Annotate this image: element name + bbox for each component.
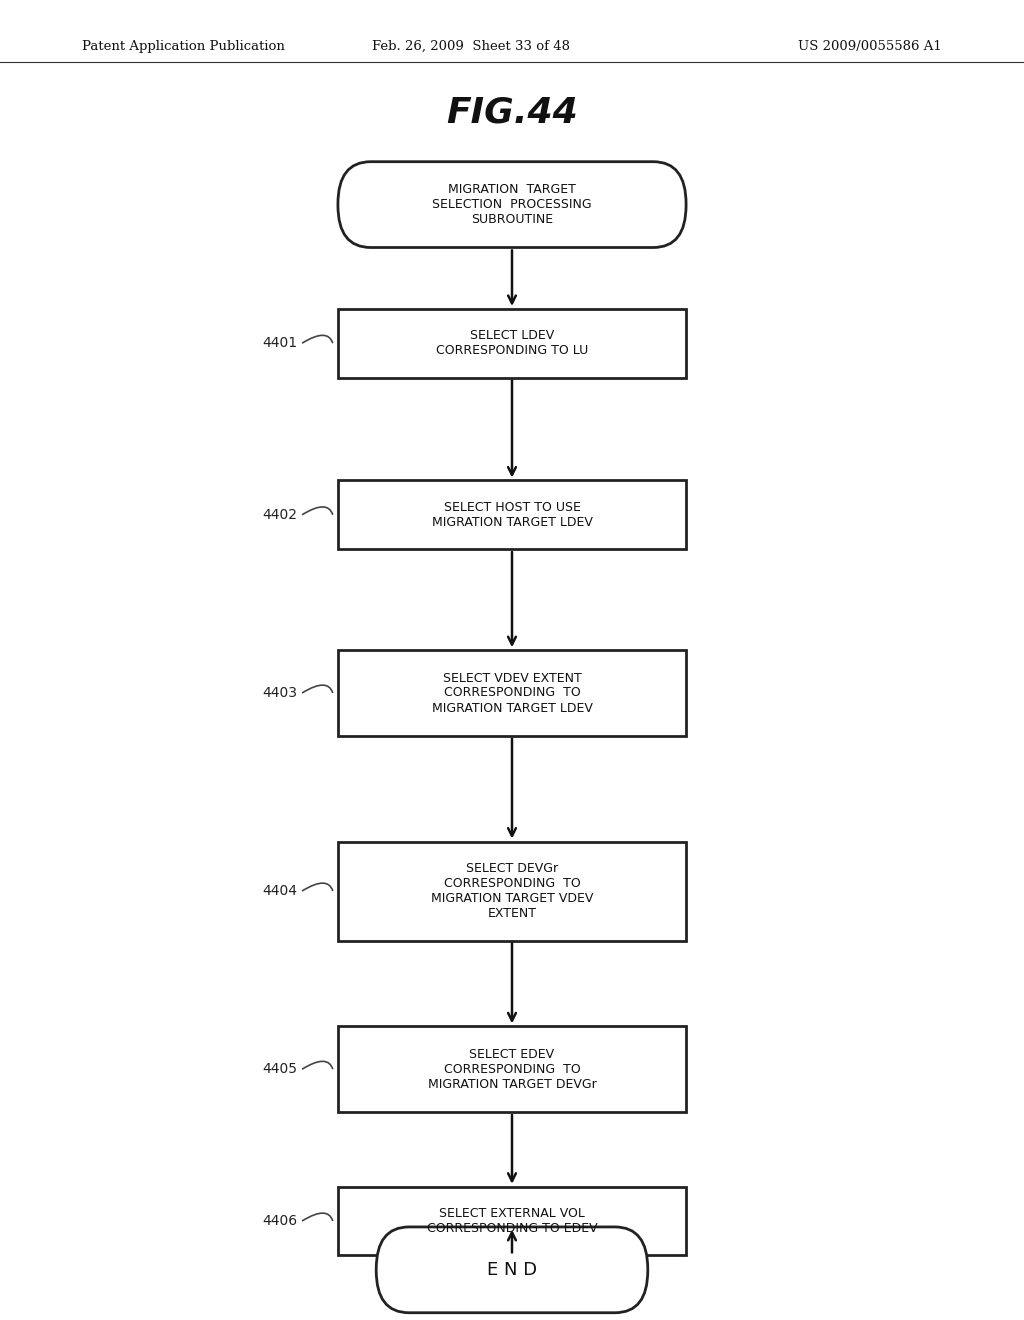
Text: SELECT DEVGr
CORRESPONDING  TO
MIGRATION TARGET VDEV
EXTENT: SELECT DEVGr CORRESPONDING TO MIGRATION … xyxy=(431,862,593,920)
Text: SELECT HOST TO USE
MIGRATION TARGET LDEV: SELECT HOST TO USE MIGRATION TARGET LDEV xyxy=(431,500,593,529)
Text: SELECT EXTERNAL VOL
CORRESPONDING TO EDEV: SELECT EXTERNAL VOL CORRESPONDING TO EDE… xyxy=(427,1206,597,1236)
FancyBboxPatch shape xyxy=(338,480,686,549)
Text: 4405: 4405 xyxy=(262,1063,297,1076)
Text: MIGRATION  TARGET
SELECTION  PROCESSING
SUBROUTINE: MIGRATION TARGET SELECTION PROCESSING SU… xyxy=(432,183,592,226)
Text: 4404: 4404 xyxy=(262,884,297,898)
FancyBboxPatch shape xyxy=(338,649,686,737)
Text: 4403: 4403 xyxy=(262,686,297,700)
Text: Feb. 26, 2009  Sheet 33 of 48: Feb. 26, 2009 Sheet 33 of 48 xyxy=(372,40,570,53)
FancyBboxPatch shape xyxy=(338,842,686,940)
Text: US 2009/0055586 A1: US 2009/0055586 A1 xyxy=(799,40,942,53)
Text: 4402: 4402 xyxy=(262,508,297,521)
Text: FIG.44: FIG.44 xyxy=(446,95,578,129)
Text: SELECT EDEV
CORRESPONDING  TO
MIGRATION TARGET DEVGr: SELECT EDEV CORRESPONDING TO MIGRATION T… xyxy=(428,1048,596,1090)
Text: Patent Application Publication: Patent Application Publication xyxy=(82,40,285,53)
FancyBboxPatch shape xyxy=(338,162,686,248)
Text: SELECT VDEV EXTENT
CORRESPONDING  TO
MIGRATION TARGET LDEV: SELECT VDEV EXTENT CORRESPONDING TO MIGR… xyxy=(431,672,593,714)
Text: SELECT LDEV
CORRESPONDING TO LU: SELECT LDEV CORRESPONDING TO LU xyxy=(436,329,588,358)
FancyBboxPatch shape xyxy=(338,1027,686,1111)
Text: 4401: 4401 xyxy=(262,337,297,350)
Text: E N D: E N D xyxy=(487,1261,537,1279)
FancyBboxPatch shape xyxy=(338,309,686,378)
FancyBboxPatch shape xyxy=(338,1187,686,1255)
Text: 4406: 4406 xyxy=(262,1214,297,1228)
FancyBboxPatch shape xyxy=(376,1228,648,1312)
